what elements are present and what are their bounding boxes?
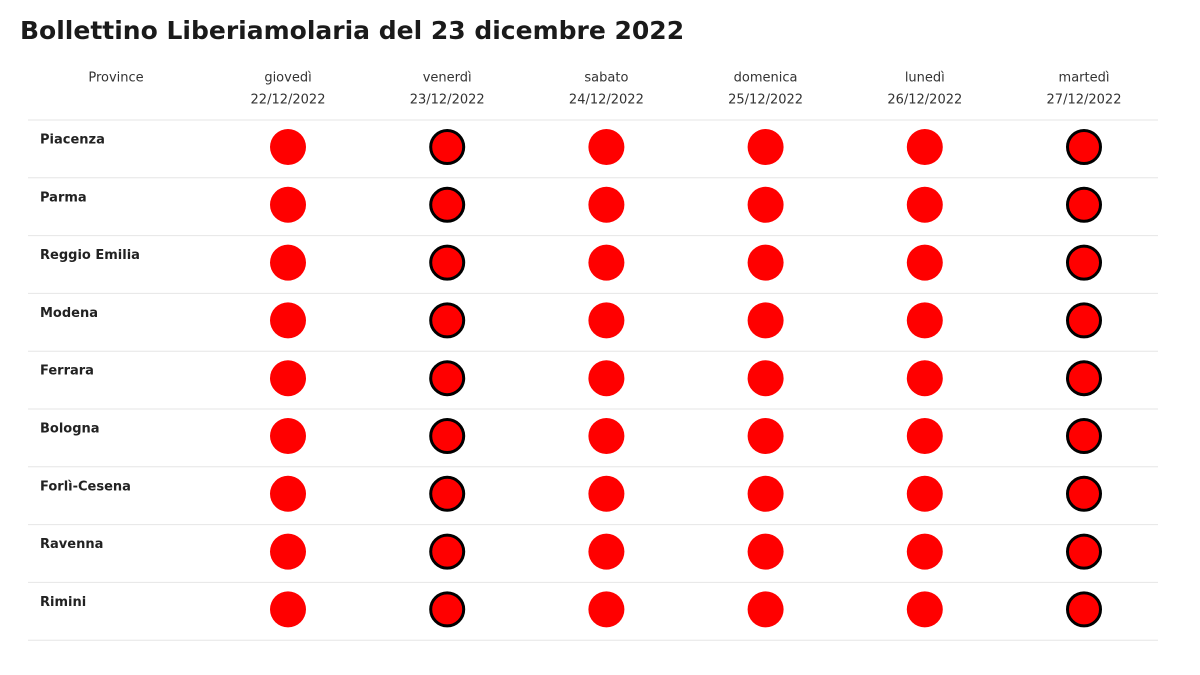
status-dot <box>1066 302 1102 339</box>
status-dot <box>906 360 943 397</box>
status-dot <box>270 418 306 454</box>
status-dot <box>429 475 466 512</box>
status-dot <box>747 360 784 397</box>
status-dot <box>747 533 784 570</box>
status-dot <box>906 591 943 628</box>
status-dot <box>906 244 943 281</box>
province-name: Rimini <box>40 595 86 610</box>
status-dot <box>906 533 943 570</box>
status-dot <box>270 244 306 281</box>
status-dot <box>588 418 625 454</box>
status-dot <box>588 129 625 165</box>
column-date: 27/12/2022 <box>1047 93 1122 108</box>
status-dot <box>747 129 784 165</box>
status-dot <box>429 418 466 454</box>
column-date: 22/12/2022 <box>251 93 326 108</box>
status-dot <box>1066 186 1102 223</box>
status-dot <box>1066 360 1102 397</box>
status-dot <box>747 475 784 512</box>
column-date: 23/12/2022 <box>410 93 485 108</box>
status-dot <box>747 302 784 339</box>
corner-header: Province <box>88 71 143 86</box>
status-dot <box>270 533 306 570</box>
status-dot <box>270 475 306 512</box>
status-dot <box>270 129 306 165</box>
status-dot <box>747 244 784 281</box>
status-dot <box>270 302 306 339</box>
status-dot <box>747 591 784 628</box>
status-dot <box>270 186 306 223</box>
column-day: venerdì <box>423 71 472 86</box>
status-dot <box>588 186 625 223</box>
column-day: martedì <box>1059 71 1110 86</box>
column-day: domenica <box>734 71 798 86</box>
status-dot <box>588 360 625 397</box>
column-day: lunedì <box>905 71 945 86</box>
status-dot <box>429 591 466 628</box>
status-dot <box>906 418 943 454</box>
status-dot <box>1066 129 1102 165</box>
status-dot <box>906 186 943 223</box>
status-dot <box>1066 418 1102 454</box>
status-dot <box>429 302 466 339</box>
status-dot <box>588 533 625 570</box>
status-dot <box>906 302 943 339</box>
status-dot <box>429 360 466 397</box>
status-dot <box>588 591 625 628</box>
page-title: Bollettino Liberiamolaria del 23 dicembr… <box>20 16 684 45</box>
status-dot <box>906 129 943 165</box>
province-name: Forlì-Cesena <box>40 479 131 494</box>
status-dot <box>429 533 466 570</box>
column-date: 24/12/2022 <box>569 93 644 108</box>
status-dot <box>588 302 625 339</box>
status-dot <box>747 186 784 223</box>
status-dot <box>906 475 943 512</box>
status-dot <box>429 186 466 223</box>
province-name: Ravenna <box>40 537 103 552</box>
column-date: 26/12/2022 <box>887 93 962 108</box>
status-dot <box>270 591 306 628</box>
status-dot <box>429 244 466 281</box>
province-name: Modena <box>40 306 98 321</box>
status-dot <box>1066 591 1102 628</box>
status-dot <box>429 129 466 165</box>
province-name: Reggio Emilia <box>40 248 140 263</box>
column-date: 25/12/2022 <box>728 93 803 108</box>
province-name: Parma <box>40 190 87 205</box>
status-dot <box>588 244 625 281</box>
status-dot <box>1066 533 1102 570</box>
province-name: Piacenza <box>40 133 105 148</box>
province-name: Ferrara <box>40 364 94 379</box>
status-dot <box>588 475 625 512</box>
column-day: giovedì <box>264 71 311 86</box>
column-day: sabato <box>584 71 628 86</box>
status-dot <box>1066 244 1102 281</box>
status-dot <box>1066 475 1102 512</box>
status-dot <box>747 418 784 454</box>
status-dot <box>270 360 306 397</box>
province-name: Bologna <box>40 422 100 437</box>
